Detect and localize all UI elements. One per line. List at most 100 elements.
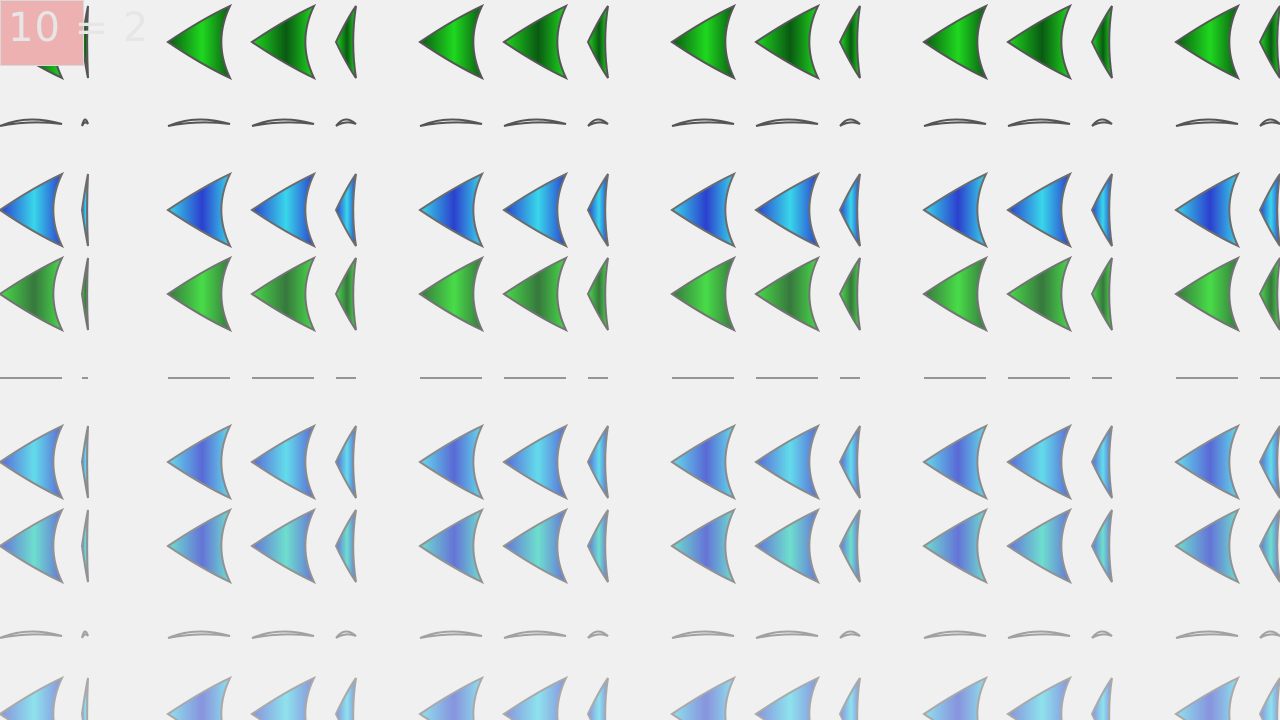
fan-shape: [670, 171, 737, 249]
fan-edge: [1090, 677, 1113, 720]
fan-shape: [922, 423, 989, 501]
fan-shape: [1175, 118, 1239, 127]
fan-shape: [502, 3, 569, 81]
fan-shape: [418, 3, 485, 81]
fan-edge: [334, 5, 357, 79]
fan-shape: [1174, 3, 1241, 81]
fan-edge: [1090, 509, 1113, 583]
fan-shape: [0, 255, 65, 333]
fan-shape: [754, 675, 821, 720]
shape-row-1: [0, 3, 1280, 81]
fan-edge: [335, 630, 357, 639]
fan-shape: [1174, 171, 1241, 249]
fan-edge: [1259, 118, 1280, 127]
fan-shape: [502, 423, 569, 501]
fan-shape: [166, 423, 233, 501]
fan-shape: [1174, 507, 1241, 585]
fan-shape: [419, 118, 483, 127]
fan-shape: [166, 507, 233, 585]
fan-shape: [671, 630, 735, 639]
fan-shape: [0, 423, 65, 501]
fan-edge: [586, 5, 609, 79]
fan-shape: [1006, 3, 1073, 81]
fan-edge: [1259, 630, 1280, 639]
fan-edge: [1258, 5, 1280, 79]
fan-shape: [1175, 630, 1239, 639]
fan-shape: [250, 3, 317, 81]
fan-edge: [81, 630, 89, 639]
fan-shape: [922, 675, 989, 720]
fan-edge: [80, 425, 89, 499]
shape-row-2: [0, 118, 1280, 127]
shape-row-9: [0, 675, 1280, 720]
shape-row-7: [0, 507, 1280, 585]
fan-edge: [1091, 118, 1113, 127]
fan-shape: [167, 630, 231, 639]
fan-shape: [923, 118, 987, 127]
fan-shape: [503, 118, 567, 127]
fan-edge: [838, 257, 861, 331]
fan-shape: [755, 630, 819, 639]
fan-edge: [586, 509, 609, 583]
fan-shape: [754, 507, 821, 585]
fan-edge: [334, 425, 357, 499]
shape-row-8: [0, 630, 1280, 639]
fan-edge: [334, 509, 357, 583]
fan-shape: [502, 507, 569, 585]
fan-shape: [502, 255, 569, 333]
fan-edge: [839, 118, 861, 127]
fan-shape: [670, 255, 737, 333]
fan-shape: [419, 630, 483, 639]
fan-shape: [1007, 630, 1071, 639]
fan-shape: [670, 3, 737, 81]
fan-shape: [1006, 423, 1073, 501]
fan-edge: [1090, 257, 1113, 331]
fan-shape: [754, 171, 821, 249]
fan-edge: [81, 118, 89, 127]
fan-shape: [670, 675, 737, 720]
fan-shape: [250, 255, 317, 333]
formula-label: 10 = 2: [8, 5, 150, 51]
fan-shape: [670, 423, 737, 501]
fan-edge: [586, 173, 609, 247]
fan-shape: [0, 507, 65, 585]
fan-shape: [418, 171, 485, 249]
fan-shape: [1174, 423, 1241, 501]
fan-shape: [1174, 255, 1241, 333]
fan-edge: [334, 173, 357, 247]
fan-edge: [1258, 173, 1280, 247]
fan-shape: [166, 255, 233, 333]
fan-shape: [0, 118, 63, 127]
fan-shape: [502, 171, 569, 249]
fan-edge: [839, 630, 861, 639]
fan-edge: [1258, 425, 1280, 499]
shape-row-3: [0, 171, 1280, 249]
fan-shape: [418, 255, 485, 333]
fan-shape: [166, 675, 233, 720]
fan-shape: [922, 171, 989, 249]
fan-edge: [334, 677, 357, 720]
fan-shape: [167, 118, 231, 127]
fan-shape: [671, 118, 735, 127]
fan-edge: [587, 118, 609, 127]
fan-edge: [838, 425, 861, 499]
fan-shape: [418, 675, 485, 720]
fan-edge: [1090, 425, 1113, 499]
fan-shape: [0, 675, 65, 720]
fan-shape: [754, 423, 821, 501]
fan-edge: [1090, 5, 1113, 79]
fan-shape: [1006, 255, 1073, 333]
fan-edge: [335, 118, 357, 127]
fan-shape: [250, 675, 317, 720]
fan-shape: [754, 255, 821, 333]
fan-edge: [1258, 677, 1280, 720]
fan-shape: [922, 3, 989, 81]
fan-shape: [1006, 675, 1073, 720]
fan-shape: [0, 630, 63, 639]
fan-shape: [251, 118, 315, 127]
fan-shape: [418, 423, 485, 501]
fan-edge: [587, 630, 609, 639]
fan-shape: [1006, 171, 1073, 249]
fan-shape: [250, 423, 317, 501]
fan-edge: [838, 509, 861, 583]
